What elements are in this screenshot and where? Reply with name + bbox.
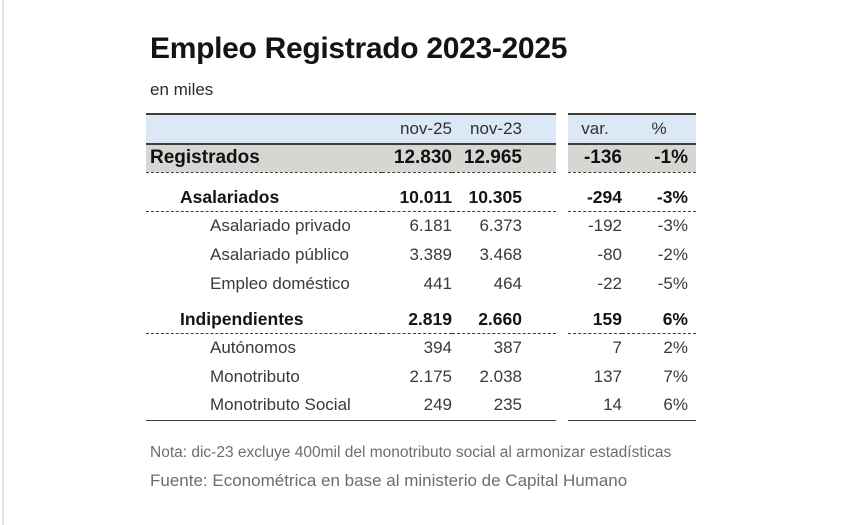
value-nov25: 3.389 — [409, 244, 452, 264]
header-label-cell — [146, 113, 382, 145]
header-pct: % — [622, 113, 696, 145]
table-row-asalariado-privado: Asalariado privado 6.181 6.373 -192 -3% — [146, 211, 696, 240]
value-nov23: 10.305 — [452, 184, 556, 212]
value-nov23: 235 — [452, 391, 556, 421]
value-nov25: 2.175 — [409, 366, 452, 386]
value-nov23: 12.965 — [452, 144, 556, 173]
column-gap — [556, 184, 568, 211]
value-nov23: 6.373 — [479, 215, 522, 235]
value-nov25: 249 — [382, 391, 452, 421]
table-row-monotributo: Monotributo 2.175 2.038 137 7% — [146, 362, 696, 391]
value-var: -22 — [597, 273, 622, 293]
value-var: -136 — [568, 144, 622, 173]
table-row-asalariado-publico: Asalariado público 3.389 3.468 -80 -2% — [146, 240, 696, 269]
value-nov25: 394 — [423, 337, 452, 357]
column-gap — [556, 269, 568, 298]
value-pct: -3% — [657, 215, 688, 235]
row-label: Indipendientes — [146, 306, 382, 334]
row-label: Monotributo — [210, 366, 300, 386]
value-pct: -1% — [622, 144, 696, 173]
value-nov25: 12.830 — [382, 144, 452, 173]
row-label: Monotributo Social — [146, 391, 382, 421]
value-nov25: 6.181 — [409, 215, 452, 235]
window-edge-line — [2, 0, 4, 525]
units-subtitle: en miles — [150, 80, 214, 99]
column-gap — [556, 306, 568, 333]
column-gap — [556, 362, 568, 391]
header-nov23: nov-23 — [452, 113, 556, 145]
row-label: Registrados — [146, 144, 382, 173]
row-label: Asalariado público — [210, 244, 349, 264]
column-gap — [556, 211, 568, 240]
value-pct: 7% — [663, 366, 688, 386]
value-pct: 6% — [622, 306, 696, 334]
value-pct: 6% — [622, 391, 696, 421]
table-header-row: nov-25 nov-23 var. % — [146, 113, 696, 145]
footnotes: Nota: dic-23 excluye 400mil del monotrib… — [150, 444, 671, 491]
source-text: Fuente: Econométrica en base al minister… — [150, 471, 628, 490]
note-text: Nota: dic-23 excluye 400mil del monotrib… — [150, 444, 672, 461]
table-row-registrados: Registrados 12.830 12.965 -136 -1% — [146, 144, 696, 173]
value-nov25: 2.819 — [382, 306, 452, 334]
page-title: Empleo Registrado 2023-2025 — [150, 32, 568, 65]
value-var: -192 — [587, 215, 622, 235]
value-var: 14 — [568, 391, 622, 421]
value-nov23: 3.468 — [479, 244, 522, 264]
value-nov23: 464 — [493, 273, 522, 293]
value-nov25: 441 — [423, 273, 452, 293]
row-label: Asalariados — [146, 184, 382, 212]
value-pct: 2% — [663, 337, 688, 357]
value-var: 137 — [593, 366, 622, 386]
value-nov23: 2.660 — [452, 306, 556, 334]
value-nov25: 10.011 — [382, 184, 452, 212]
value-var: -80 — [597, 244, 622, 264]
header-var: var. — [568, 113, 622, 145]
spacer-row — [146, 298, 696, 306]
row-label: Asalariado privado — [210, 215, 351, 235]
column-gap — [556, 240, 568, 269]
value-pct: -5% — [657, 273, 688, 293]
value-pct: -3% — [622, 184, 696, 212]
value-var: -294 — [568, 184, 622, 212]
value-var: 7 — [612, 337, 622, 357]
table-row-asalariados: Asalariados 10.011 10.305 -294 -3% — [146, 184, 696, 212]
value-nov23: 2.038 — [479, 366, 522, 386]
table-row-monotributo-social: Monotributo Social 249 235 14 6% — [146, 391, 696, 421]
column-gap — [556, 333, 568, 362]
column-gap — [556, 114, 568, 144]
value-pct: -2% — [657, 244, 688, 264]
column-gap — [556, 144, 568, 172]
spacer-row — [146, 172, 696, 184]
row-label: Autónomos — [210, 337, 296, 357]
column-gap — [556, 391, 568, 420]
table-row-empleo-domestico: Empleo doméstico 441 464 -22 -5% — [146, 269, 696, 298]
header-nov25: nov-25 — [382, 113, 452, 145]
value-var: 159 — [568, 306, 622, 334]
row-label: Empleo doméstico — [210, 273, 350, 293]
table-row-indipendientes: Indipendientes 2.819 2.660 159 6% — [146, 306, 696, 334]
employment-table: nov-25 nov-23 var. % Registrados 12.830 … — [146, 113, 696, 421]
table-row-autonomos: Autónomos 394 387 7 2% — [146, 333, 696, 362]
value-nov23: 387 — [493, 337, 522, 357]
